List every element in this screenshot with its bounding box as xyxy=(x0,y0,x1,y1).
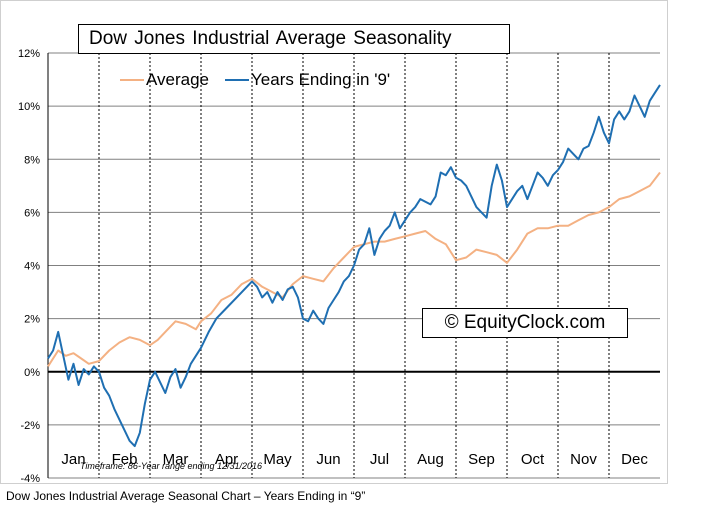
x-tick-label: May xyxy=(263,451,292,468)
legend-swatch-years-ending-9 xyxy=(225,79,250,81)
y-tick-label: 8% xyxy=(24,154,40,166)
timeframe-note: Timeframe: 86-Year range ending 12/31/20… xyxy=(80,461,263,471)
chart-legend: Average Years Ending in '9' xyxy=(120,68,406,92)
x-tick-label: Jan xyxy=(61,451,85,468)
y-tick-label: -4% xyxy=(20,473,40,484)
x-tick-label: Dec xyxy=(621,451,648,468)
x-tick-label: Jun xyxy=(316,451,340,468)
legend-item-years-ending-9: Years Ending in '9' xyxy=(225,68,390,92)
x-tick-label: Feb xyxy=(112,451,138,468)
y-tick-label: 4% xyxy=(24,261,40,273)
legend-label-average: Average xyxy=(146,70,210,89)
x-tick-label: Aug xyxy=(417,451,444,468)
y-tick-label: 0% xyxy=(24,367,40,379)
y-tick-label: 12% xyxy=(18,48,40,60)
y-tick-label: 10% xyxy=(18,101,40,113)
chart-title: Dow Jones Industrial Average Seasonality xyxy=(78,24,510,54)
chart-plot: -4% -2% 0% 2% 4% 6% 8% 10% 12% Jan Feb Mar Apr May Jun… xyxy=(18,48,661,484)
y-tick-label: -2% xyxy=(20,420,40,432)
y-tick-label: 6% xyxy=(24,207,40,219)
x-tick-label: Oct xyxy=(521,451,545,468)
legend-swatch-average xyxy=(120,79,144,81)
x-tick-label: Sep xyxy=(468,451,495,468)
y-tick-label: 2% xyxy=(24,314,40,326)
x-tick-label: Nov xyxy=(570,451,597,468)
legend-label-years-ending-9: Years Ending in '9' xyxy=(251,70,391,89)
x-tick-label: Jul xyxy=(370,451,389,468)
x-tick-label: Apr xyxy=(215,451,238,468)
series-line-average xyxy=(47,171,661,367)
equityclock-watermark: © EquityClock.com xyxy=(422,308,628,338)
x-tick-label: Mar xyxy=(163,451,189,468)
figure-caption: Dow Jones Industrial Average Seasonal Ch… xyxy=(6,489,366,503)
series-line-years-ending-9 xyxy=(47,84,661,448)
legend-item-average: Average xyxy=(120,68,209,92)
